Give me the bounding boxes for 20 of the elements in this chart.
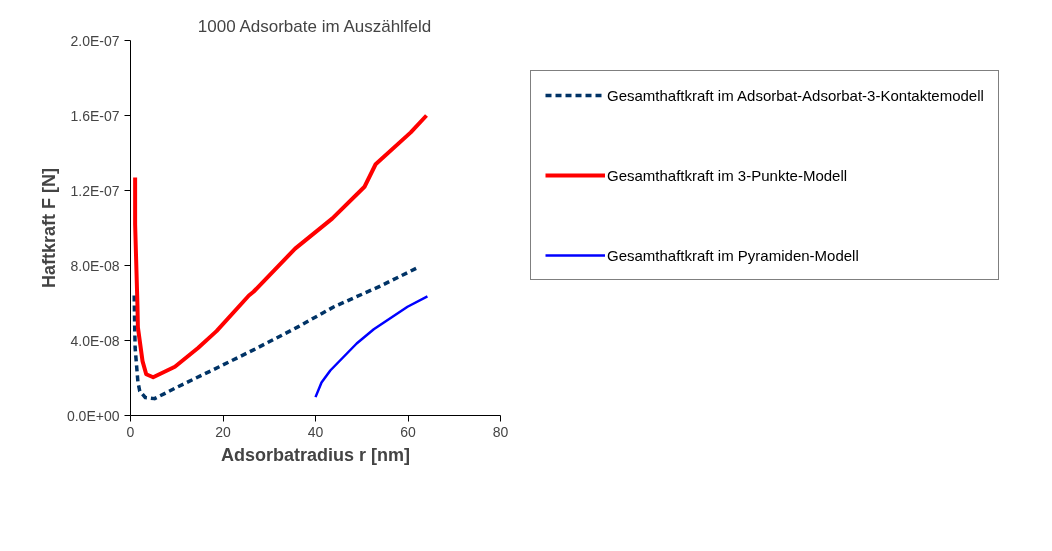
chart-title: 1000 Adsorbate im Auszählfeld [197, 16, 432, 36]
legend-label: Gesamthaftkraft im Adsorbat-Adsorbat-3-Kontaktemodell [607, 85, 984, 105]
line-series [133, 113, 429, 380]
line-series [314, 295, 429, 399]
y-tick-label: 4.0E-08 [70, 332, 120, 349]
y-axis-title: Haftkraft F [N] [38, 168, 59, 288]
x-tick-label: 0 [126, 423, 135, 440]
line-series [132, 265, 420, 401]
legend-label: Gesamthaftkraft im Pyramiden-Modell [607, 245, 859, 265]
y-tick-label: 0.0E+00 [66, 407, 120, 424]
y-tick-label: 8.0E-08 [70, 257, 120, 274]
y-tick-label: 1.6E-07 [70, 107, 120, 124]
x-tick-label: 80 [492, 423, 509, 440]
x-axis-title: Adsorbatradius r [nm] [220, 444, 411, 465]
legend-label: Gesamthaftkraft im 3-Punkte-Modell [607, 165, 848, 185]
x-tick-label: 20 [215, 423, 231, 440]
x-tick-label: 60 [400, 423, 416, 440]
x-tick-label: 40 [307, 423, 324, 440]
y-tick-label: 2.0E-07 [70, 32, 120, 49]
y-tick-label: 1.2E-07 [70, 182, 120, 199]
